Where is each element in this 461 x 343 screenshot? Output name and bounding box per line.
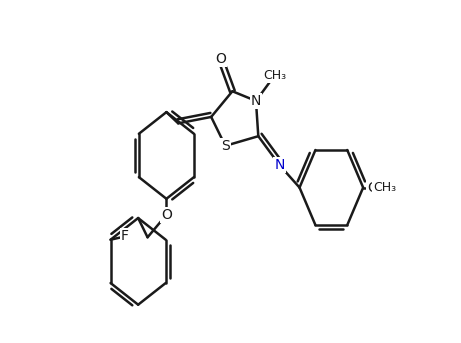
Text: CH₃: CH₃ <box>263 69 286 82</box>
Text: O: O <box>367 180 378 194</box>
Text: N: N <box>251 94 261 108</box>
Text: O: O <box>161 208 172 222</box>
Text: S: S <box>221 139 230 153</box>
Text: CH₃: CH₃ <box>373 181 396 194</box>
Text: N: N <box>274 158 285 172</box>
Text: O: O <box>215 52 226 66</box>
Text: F: F <box>121 229 129 244</box>
